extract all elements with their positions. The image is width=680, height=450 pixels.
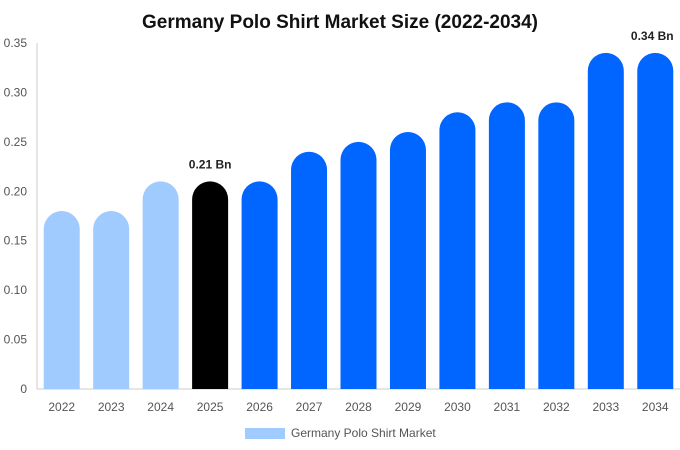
x-tick-label: 2032: [543, 400, 570, 414]
bar-2031: [488, 102, 525, 389]
bar-2029: [389, 131, 426, 389]
bar-2033: [587, 52, 624, 389]
y-tick-label: 0.05: [4, 333, 28, 347]
data-labels: 0.21 Bn 0.34 Bn: [189, 29, 674, 172]
y-tick-label: 0.25: [4, 135, 28, 149]
bar-2027: [291, 151, 328, 389]
y-tick-label: 0.15: [4, 234, 28, 248]
y-tick-label: 0.30: [4, 85, 28, 99]
bar-2022: [43, 211, 80, 389]
bar-2034: [637, 52, 674, 389]
bar-2028: [340, 141, 377, 389]
x-tick-label: 2026: [246, 400, 273, 414]
bar-2024: [142, 181, 179, 389]
data-label-2025: 0.21 Bn: [189, 157, 232, 171]
x-tick-label: 2033: [592, 400, 619, 414]
bar-2025: [192, 181, 229, 389]
x-axis: 2022 2023 2024 2025 2026 2027 2028 2029 2030 2031…: [37, 388, 680, 414]
y-tick-label: 0: [20, 382, 27, 396]
x-tick-label: 2031: [494, 400, 521, 414]
bar-2030: [439, 112, 476, 389]
y-tick-label: 0.10: [4, 283, 28, 297]
x-tick-label: 2028: [345, 400, 372, 414]
x-tick-label: 2029: [395, 400, 422, 414]
x-tick-label: 2034: [642, 400, 669, 414]
bar-2032: [538, 102, 575, 390]
legend-swatch: [245, 428, 285, 439]
bar-2023: [93, 211, 130, 389]
x-tick-label: 2022: [48, 400, 75, 414]
data-label-2034: 0.34 Bn: [631, 29, 674, 43]
x-tick-label: 2027: [296, 400, 323, 414]
chart-title: Germany Polo Shirt Market Size (2022-203…: [142, 12, 538, 33]
bar-2026: [241, 181, 278, 389]
legend: Germany Polo Shirt Market: [245, 426, 436, 440]
x-tick-label: 2025: [197, 400, 224, 414]
x-tick-label: 2023: [98, 400, 125, 414]
y-tick-label: 0.20: [4, 184, 28, 198]
y-tick-label: 0.35: [4, 36, 28, 50]
y-axis: 0 0.05 0.10 0.15 0.20 0.25 0.30 0.35: [4, 36, 38, 396]
bars: [43, 52, 674, 390]
legend-label: Germany Polo Shirt Market: [291, 426, 436, 440]
x-tick-label: 2030: [444, 400, 471, 414]
x-tick-label: 2024: [147, 400, 174, 414]
